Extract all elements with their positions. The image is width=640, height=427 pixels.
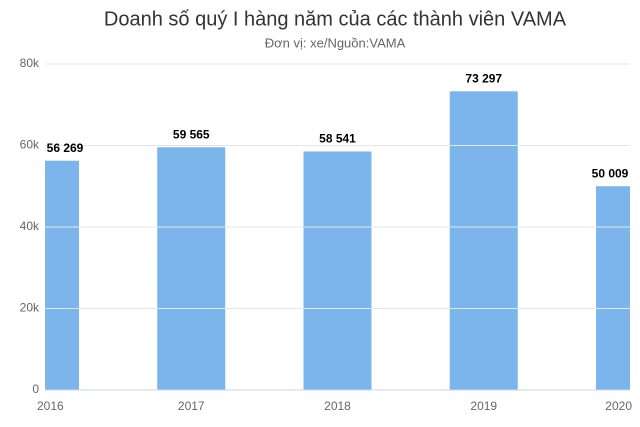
bar <box>449 91 518 390</box>
y-tick-label: 20k <box>20 301 40 315</box>
x-tick-label: 2017 <box>178 399 205 413</box>
chart-subtitle: Đơn vị: xe/Nguồn:VAMA <box>265 35 406 50</box>
y-tick-label: 80k <box>20 56 40 70</box>
x-tick-label: 2019 <box>470 399 497 413</box>
y-tick-label: 0 <box>32 382 39 396</box>
value-label: 50 009 <box>592 166 629 180</box>
bar <box>303 151 372 390</box>
x-tick-label: 2016 <box>37 399 64 413</box>
value-label: 73 297 <box>465 71 502 85</box>
bar <box>45 160 79 390</box>
y-tick-label: 60k <box>20 138 40 152</box>
bars <box>45 91 630 390</box>
chart-title: Doanh số quý I hàng năm của các thành vi… <box>104 8 567 30</box>
bar <box>596 186 630 390</box>
x-tick-label: 2020 <box>605 399 632 413</box>
y-tick-label: 40k <box>20 219 40 233</box>
bar <box>157 147 226 390</box>
value-label: 56 269 <box>47 141 84 155</box>
value-label: 59 565 <box>173 127 210 141</box>
x-tick-label: 2018 <box>324 399 351 413</box>
value-label: 58 541 <box>319 132 356 146</box>
